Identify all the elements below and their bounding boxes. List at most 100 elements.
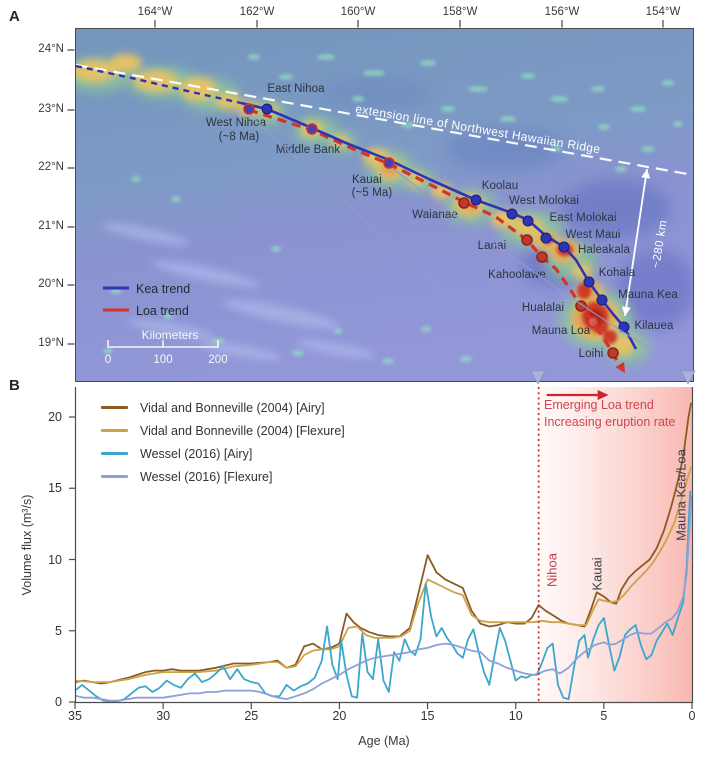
map-lat-label: 20°N [38,278,64,290]
x-tick-label: 35 [68,709,82,723]
legend-item-vidal-and-bonneville-2004-airy-: Vidal and Bonneville (2004) [Airy] [101,396,345,419]
legend-item-wessel-2016-flexure-: Wessel (2016) [Flexure] [101,465,345,488]
map-legend-kea-label: Kea trend [136,282,191,296]
map-lon-label: 158°W [442,6,478,18]
legend-swatch [101,452,128,455]
scalebar-tick-0: 0 [104,354,112,366]
map-lon-label: 164°W [137,6,173,18]
volcano-dot-east-nihoa [261,103,273,115]
panel-a-label: A [9,8,20,25]
map-label-haleakala: Haleakala [577,244,631,256]
map-lon-label: 156°W [544,6,580,18]
map-lon-label: 154°W [645,6,681,18]
map-label-lanai: Lanai [477,240,507,252]
series-wessel-2016-airy- [74,491,692,703]
legend-label: Wessel (2016) [Airy] [140,446,253,461]
volcano-dot-koolau [470,194,482,206]
loa-trend-arrowhead [615,361,625,373]
x-tick-label: 20 [332,709,347,723]
series-wessel-2016-flexure- [74,495,693,702]
map-label-middle-bank: Middle Bank [275,144,341,156]
map-legend-loa-label: Loa trend [136,304,189,318]
map-label-koolau: Koolau [481,180,519,192]
kauai-age-label: Kauai [589,557,605,591]
volcano-dot-kohala [583,276,595,288]
volcano-dot-hualalai [575,300,587,312]
map-label-west-molokai: West Molokai [508,195,580,207]
scalebar-title: Kilometers [141,328,199,342]
volcano-dot-east-molokai [522,215,534,227]
y-tick-label: 0 [55,695,62,709]
x-tick-label: 10 [508,709,523,723]
legend-item-vidal-and-bonneville-2004-flexure-: Vidal and Bonneville (2004) [Flexure] [101,419,345,442]
volcano-dot-middle-bank [306,123,318,135]
series-vidal-and-bonneville-2004-airy- [74,402,692,685]
volcano-dot-west-molokai [506,208,518,220]
map-lat-label: 21°N [38,220,64,232]
y-axis-title: Volume flux (m³/s) [20,494,34,596]
map-label-kauai: Kauai [352,174,382,186]
legend-item-wessel-2016-airy-: Wessel (2016) [Airy] [101,442,345,465]
map-label-hualalai: Hualalai [521,302,565,314]
emerging-loa-highlight-region [538,387,693,702]
map-label-waianae: Waianae [412,209,458,221]
volcano-dot-haleakala [558,241,570,253]
map-label-loihi: Loihi [578,348,604,360]
increasing-eruption-rate-label: Increasing eruption rate [544,415,676,429]
y-tick-label: 20 [48,410,62,424]
map-label-mauna-loa: Mauna Loa [531,325,591,337]
distance-arrowhead-down [621,306,631,316]
volcano-dot-lanai [521,234,533,246]
x-tick-label: 15 [420,709,435,723]
mauna-kea-loa-age-label: Mauna Kea/Loa [673,449,689,541]
chart-axes [74,387,694,704]
volume-flux-chart [69,387,694,709]
map-label-mauna-kea: Mauna Kea [618,289,678,301]
scalebar [107,340,219,348]
map-label-east-nihoa: East Nihoa [267,83,325,95]
map-lat-label: 24°N [38,43,64,55]
scalebar-tick-200: 200 [208,354,228,366]
legend-swatch [101,429,128,432]
volcano-dot-mauna-kea [596,294,608,306]
map-label-kilauea: Kilauea [634,320,674,332]
x-axis-title: Age (Ma) [358,734,410,748]
map-label-west-nihoa-age: (~8 Ma) [218,131,260,143]
map-lat-label: 22°N [38,161,64,173]
scalebar-tick-100: 100 [153,354,173,366]
kea-trend-dashed-segment [76,64,242,105]
map-lon-label: 162°W [239,6,275,18]
bathymetry-map: extension line of Northwest Hawaiian Rid… [75,28,694,382]
volcano-dot-west-nihoa [243,103,255,115]
nihoa-age-label: Nihoa [544,553,560,587]
volcano-dot-loihi [607,347,619,359]
map-label-kohala: Kohala [598,267,636,279]
x-tick-label: 25 [244,709,259,723]
panel-b-label: B [9,377,20,394]
legend-label: Vidal and Bonneville (2004) [Airy] [140,400,325,415]
map-lat-label: 23°N [38,103,64,115]
x-tick-label: 5 [600,709,608,723]
volcano-dot-waianae [458,197,470,209]
legend-label: Wessel (2016) [Flexure] [140,469,273,484]
legend-label: Vidal and Bonneville (2004) [Flexure] [140,423,345,438]
map-label-east-molokai: East Molokai [549,212,617,224]
y-tick-label: 15 [48,481,62,496]
emerging-loa-arrowhead [597,390,609,400]
map-label-kahoolawe: Kahoolawe [488,269,546,281]
volcano-dot-kilauea [618,321,630,333]
volcano-dot-kauai [383,157,395,169]
x-tick-label: 0 [688,709,696,723]
volcano-dot-kahoolawe [536,251,548,263]
volcano-dot-west-maui [540,232,552,244]
y-tick-label: 5 [55,623,62,638]
legend-swatch [101,406,128,409]
map-label-west-nihoa: West Nihoa [205,117,267,129]
y-tick-label: 10 [48,552,62,567]
map-lon-label: 160°W [340,6,376,18]
map-label-west-maui: West Maui [565,229,621,241]
map-lat-label: 19°N [38,337,64,349]
distance-arrowhead-up [641,169,651,179]
chart-legend: Vidal and Bonneville (2004) [Airy] Vidal … [101,396,345,488]
